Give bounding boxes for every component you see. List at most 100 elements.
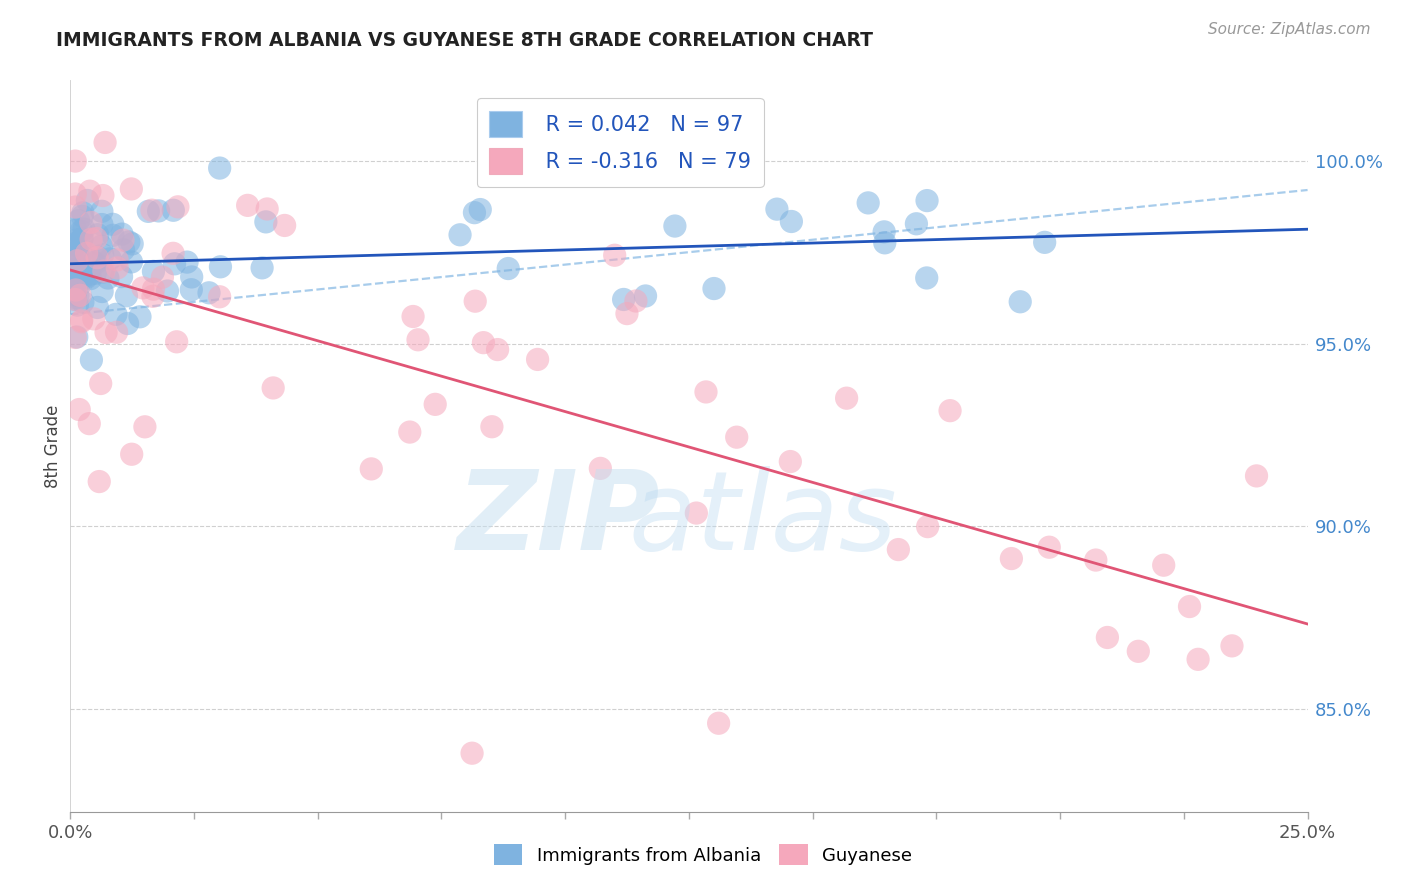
Point [70, 224, 93, 238]
Point [89, 475, 111, 489]
Point [481, 419, 503, 434]
Point [166, 334, 188, 349]
Point [1187, 652, 1209, 666]
Point [84, 266, 107, 280]
Point [72, 244, 94, 258]
Point [65, 186, 87, 201]
Point [273, 219, 295, 233]
Point [1084, 553, 1107, 567]
Point [91, 248, 114, 262]
Point [65, 293, 87, 307]
Point [93, 264, 115, 278]
Point [142, 264, 165, 278]
Text: IMMIGRANTS FROM ALBANIA VS GUYANESE 8TH GRADE CORRELATION CHART: IMMIGRANTS FROM ALBANIA VS GUYANESE 8TH … [56, 31, 873, 50]
Point [613, 293, 636, 307]
Point [79, 267, 101, 281]
Point [360, 462, 382, 476]
Point [115, 289, 138, 303]
Point [90, 376, 112, 391]
Point [117, 317, 139, 331]
Point [162, 203, 184, 218]
Point [66, 246, 89, 260]
Point [70, 232, 93, 246]
Point [236, 198, 259, 212]
Point [406, 333, 429, 347]
Point [65, 288, 87, 302]
Point [67, 213, 90, 227]
Point [75, 267, 97, 281]
Point [180, 283, 202, 297]
Point [915, 271, 938, 285]
Point [69, 277, 91, 291]
Point [120, 255, 142, 269]
Point [1000, 551, 1022, 566]
Point [685, 506, 707, 520]
Point [616, 307, 638, 321]
Point [163, 257, 186, 271]
Point [65, 255, 87, 269]
Point [73, 222, 96, 236]
Point [101, 228, 124, 243]
Legend: Immigrants from Albania, Guyanese: Immigrants from Albania, Guyanese [486, 837, 920, 872]
Point [1097, 631, 1119, 645]
Point [91, 265, 114, 279]
Point [449, 227, 471, 242]
Point [77, 417, 100, 431]
Point [70, 313, 93, 327]
Point [65, 280, 87, 294]
Point [66, 244, 89, 259]
Point [65, 291, 87, 305]
Point [65, 200, 87, 214]
Point [624, 293, 647, 308]
Point [80, 232, 103, 246]
Point [67, 402, 90, 417]
Point [142, 282, 165, 296]
Point [254, 215, 277, 229]
Y-axis label: 8th Grade: 8th Grade [44, 404, 62, 488]
Point [112, 233, 135, 247]
Point [136, 204, 159, 219]
Point [94, 136, 117, 150]
Point [589, 461, 612, 475]
Point [112, 243, 135, 257]
Point [250, 260, 273, 275]
Point [86, 227, 108, 242]
Point [83, 255, 105, 269]
Point [1246, 469, 1268, 483]
Point [90, 204, 112, 219]
Point [105, 252, 128, 267]
Point [65, 264, 87, 278]
Point [121, 236, 143, 251]
Point [526, 352, 548, 367]
Point [65, 262, 87, 277]
Point [156, 284, 179, 298]
Point [110, 269, 132, 284]
Point [104, 307, 127, 321]
Point [262, 381, 284, 395]
Point [779, 454, 801, 468]
Point [66, 298, 89, 312]
Point [134, 420, 156, 434]
Point [256, 202, 278, 216]
Point [91, 188, 114, 202]
Point [86, 301, 108, 315]
Point [167, 200, 190, 214]
Point [72, 210, 94, 224]
Point [101, 217, 124, 231]
Point [72, 295, 94, 310]
Point [198, 285, 221, 300]
Point [780, 214, 803, 228]
Point [65, 236, 87, 251]
Point [402, 310, 425, 324]
Point [603, 248, 626, 262]
Point [65, 276, 87, 290]
Point [66, 253, 89, 268]
Legend:  R = 0.042   N = 97,  R = -0.316   N = 79: R = 0.042 N = 97, R = -0.316 N = 79 [477, 98, 763, 187]
Point [835, 391, 858, 405]
Point [72, 206, 94, 220]
Point [472, 335, 495, 350]
Point [79, 271, 101, 285]
Point [208, 161, 231, 175]
Point [496, 261, 519, 276]
Point [66, 253, 89, 268]
